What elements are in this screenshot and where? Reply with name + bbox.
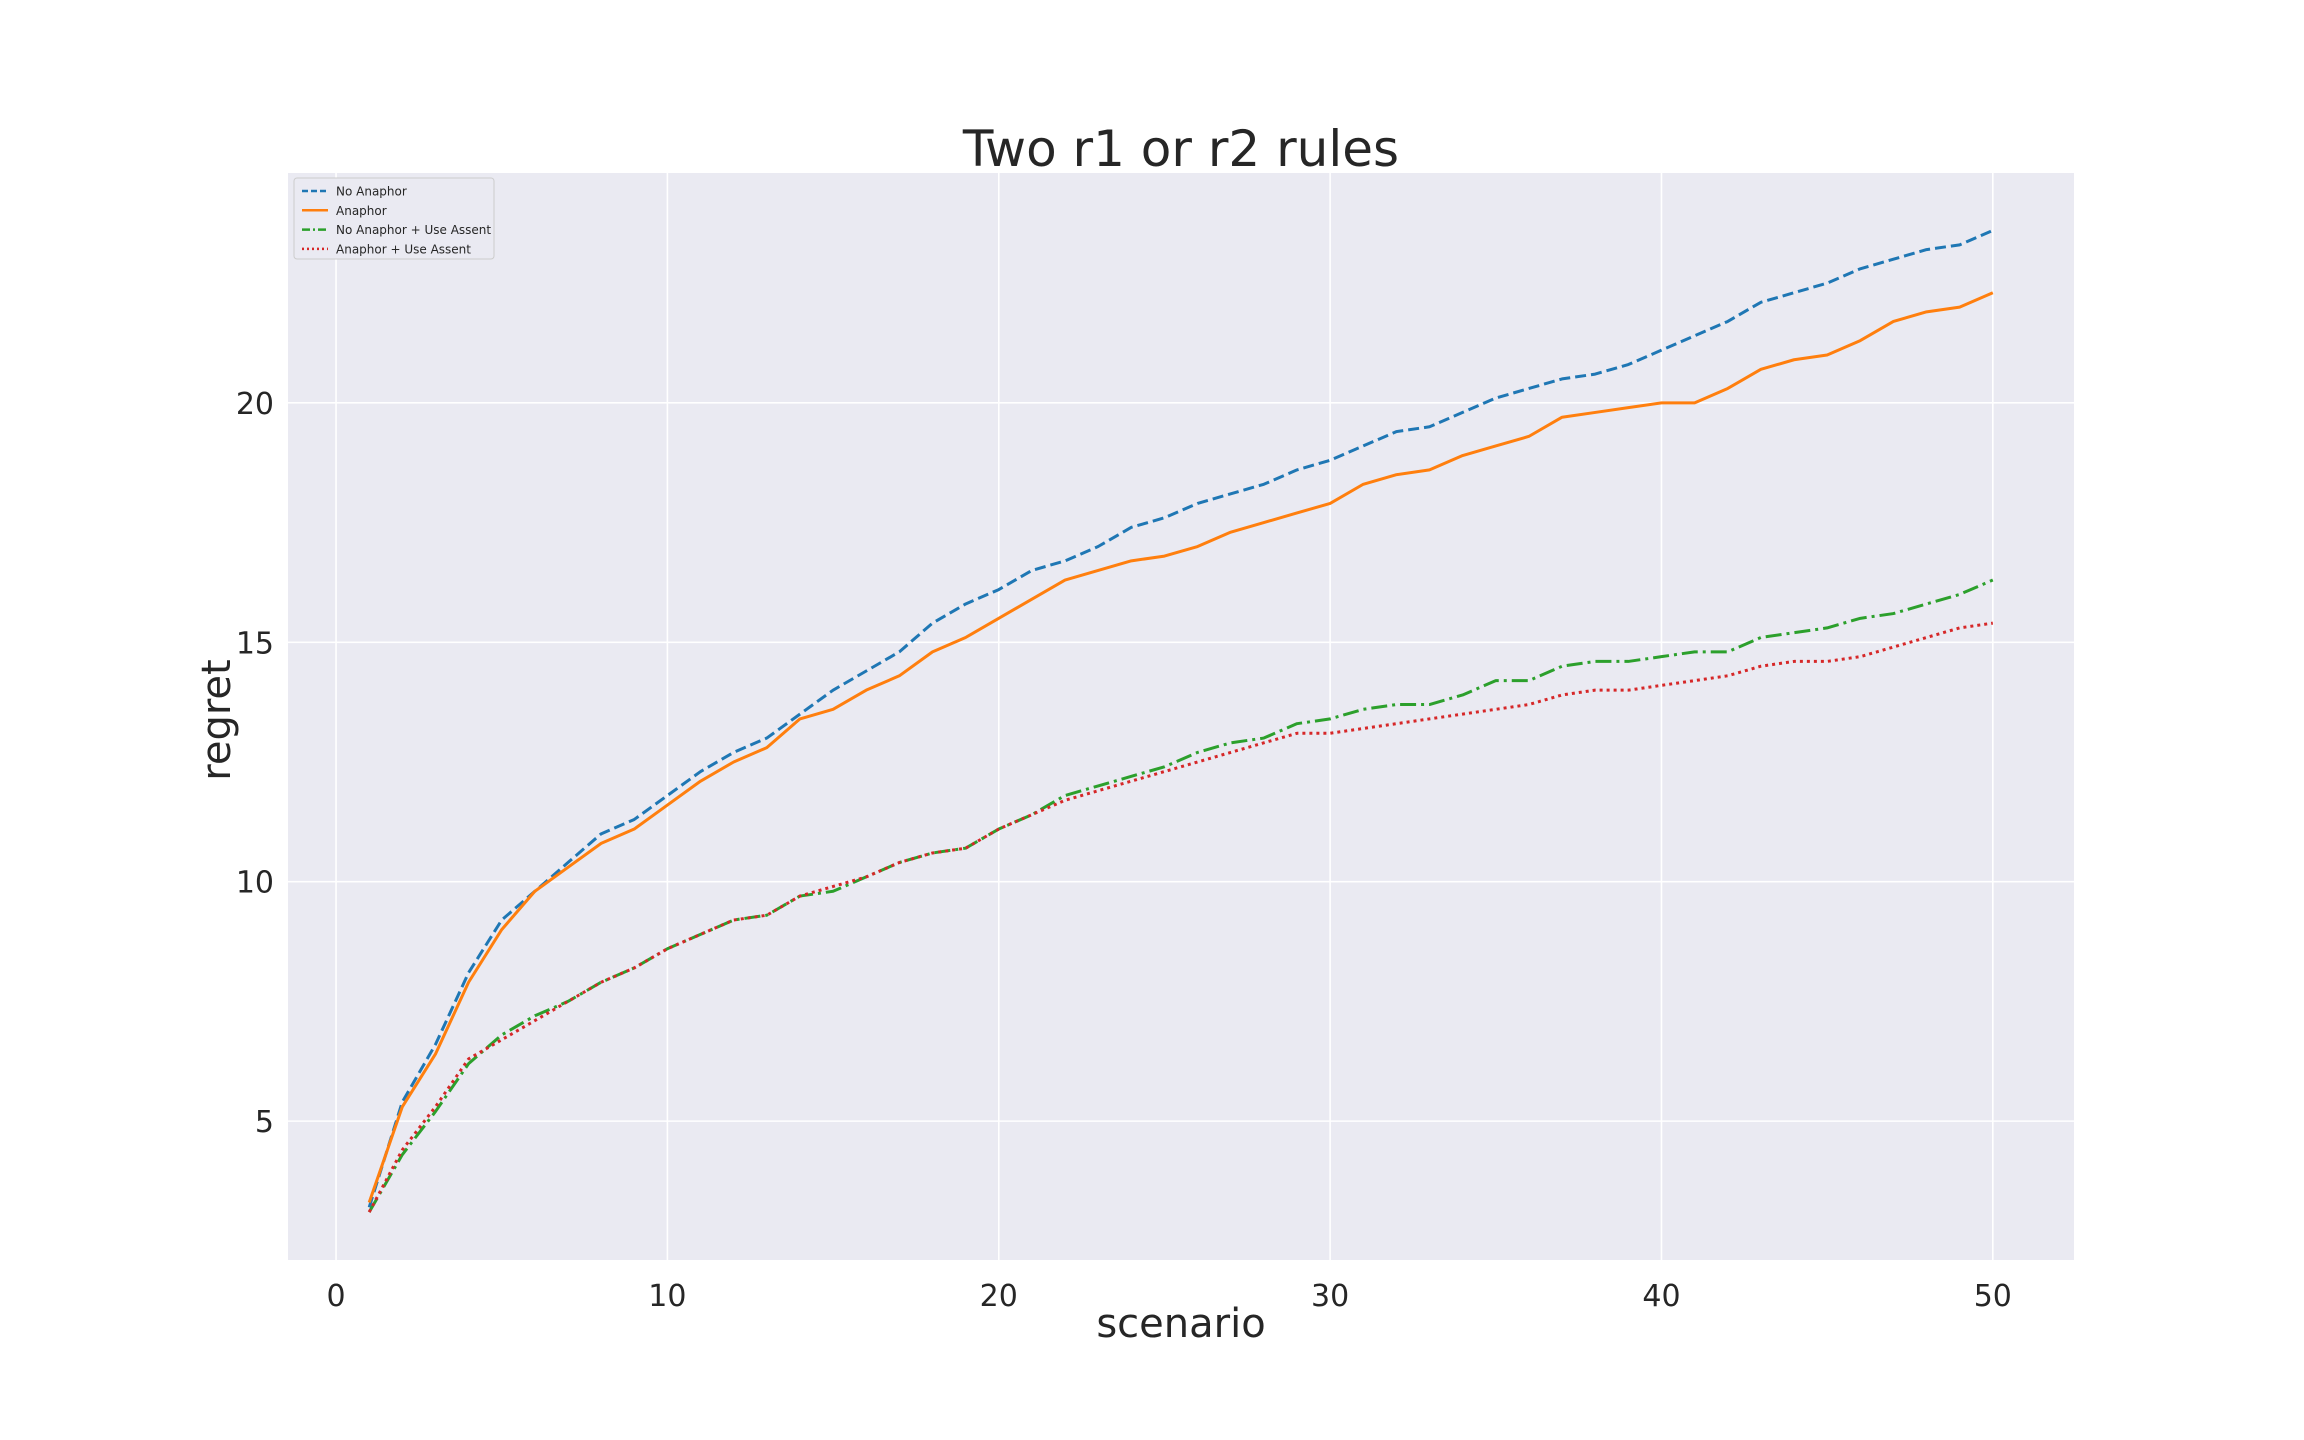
legend-label-3: No Anaphor + Use Assent (336, 223, 491, 237)
y-tick-label-20: 20 (236, 387, 274, 422)
y-tick-label-10: 10 (236, 866, 274, 901)
plot-area (288, 173, 2074, 1260)
y-axis-label: regret (194, 659, 240, 780)
legend-label-1: No Anaphor (336, 185, 407, 199)
tick-labels: 0 10 20 30 40 50 5 10 15 20 (236, 387, 2012, 1314)
x-tick-label-0: 0 (326, 1279, 345, 1314)
series-line-4 (367, 621, 1994, 1213)
x-tick-label-20: 20 (980, 1279, 1018, 1314)
grid-lines (288, 173, 2074, 1260)
y-tick-label-15: 15 (236, 626, 274, 661)
legend-box (293, 177, 495, 260)
legend-label-2: Anaphor (336, 204, 387, 218)
series-layer (367, 229, 1994, 1213)
chart-title: Two r1 or r2 rules (962, 120, 1399, 178)
y-tick-label-5: 5 (255, 1105, 274, 1140)
x-tick-label-30: 30 (1311, 1279, 1349, 1314)
legend: No Anaphor Anaphor No Anaphor + Use Assent… (293, 177, 495, 260)
series-line-2 (367, 291, 1994, 1204)
x-tick-label-10: 10 (648, 1279, 686, 1314)
legend-label-4: Anaphor + Use Assent (336, 242, 471, 256)
x-tick-label-40: 40 (1642, 1279, 1680, 1314)
x-tick-label-50: 50 (1974, 1279, 2012, 1314)
x-axis-label: scenario (1096, 1301, 1265, 1347)
